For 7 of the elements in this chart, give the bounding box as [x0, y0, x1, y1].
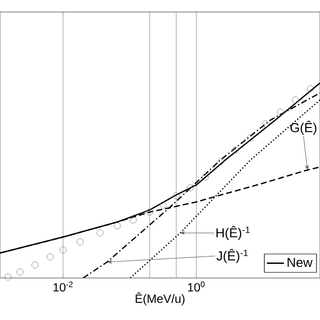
x-tick-label: 10$^{-2}$: [54, 282, 73, 292]
x-tick-label: 10$^{0}$: [188, 282, 205, 292]
annotation: J(Ê)$^{-1}$: [216, 249, 248, 264]
x-axis-title: Ê(MeV/u): [136, 292, 184, 306]
annotation: H(Ê)$^{-1}$: [216, 226, 250, 240]
legend-label: New: [288, 258, 313, 268]
annotation: G(Ê): [290, 120, 316, 135]
